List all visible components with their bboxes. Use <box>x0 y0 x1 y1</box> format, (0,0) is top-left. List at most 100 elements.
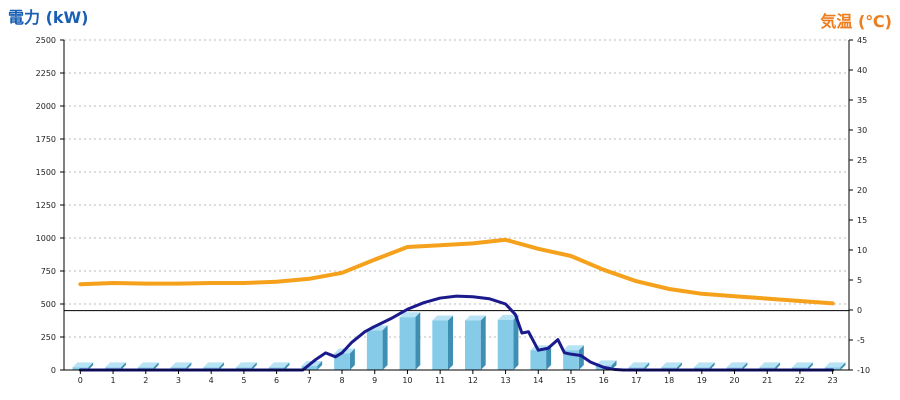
bar-side <box>807 362 813 370</box>
bar-top <box>759 362 781 368</box>
right-tick-label: 25 <box>857 156 867 165</box>
left-tick-label: 1500 <box>36 168 56 177</box>
bar-side <box>447 315 453 370</box>
x-tick-label: 22 <box>795 376 805 385</box>
x-tick-label: 1 <box>111 376 116 385</box>
bar-top <box>726 362 748 368</box>
bar-side <box>317 361 323 370</box>
left-tick-label: 2500 <box>36 36 56 45</box>
left-tick-label: 2000 <box>36 102 56 111</box>
bar-top <box>595 360 617 366</box>
x-tick-label: 7 <box>307 376 312 385</box>
x-tick-label: 2 <box>143 376 148 385</box>
right-tick-label: -10 <box>857 366 870 375</box>
bar-front <box>465 320 481 370</box>
bar-top <box>203 362 225 368</box>
right-tick-label: 0 <box>857 306 862 315</box>
right-tick-label: 30 <box>857 126 867 135</box>
bar-side <box>349 348 355 370</box>
bar-series <box>72 312 846 370</box>
bar-side <box>382 325 388 370</box>
right-tick-label: 5 <box>857 276 862 285</box>
x-tick-label: 19 <box>697 376 707 385</box>
x-tick-label: 15 <box>566 376 576 385</box>
bar-front <box>530 350 547 370</box>
bar-side <box>644 362 650 370</box>
x-tick-label: 11 <box>435 376 445 385</box>
right-axis-ticks: -10 -5 0 5 10 15 20 25 30 35 40 45 <box>849 36 870 375</box>
bar <box>432 315 453 370</box>
bar-front <box>366 330 383 370</box>
right-tick-label: 35 <box>857 96 867 105</box>
left-tick-label: 250 <box>41 333 56 342</box>
x-tick-label: 16 <box>599 376 609 385</box>
left-tick-label: 1000 <box>36 234 56 243</box>
bar <box>465 315 486 370</box>
left-tick-label: 2250 <box>36 69 56 78</box>
bar-top <box>432 315 453 321</box>
x-tick-label: 14 <box>533 376 543 385</box>
bar <box>530 345 552 370</box>
bar-side <box>251 362 257 370</box>
bar-side <box>611 360 617 370</box>
bar-side <box>186 362 192 370</box>
bar-top <box>236 362 257 368</box>
bar-top <box>563 345 584 351</box>
x-tick-label: 4 <box>209 376 214 385</box>
x-tick-label: 20 <box>729 376 739 385</box>
left-tick-label: 750 <box>41 267 56 276</box>
bar-side <box>546 345 552 370</box>
axes <box>63 40 850 371</box>
bar-front <box>497 319 514 370</box>
x-axis-ticks: 0 1 2 3 4 5 6 7 8 9 10 11 12 13 14 15 16 17 18 19 20 21 22 23 <box>78 370 838 385</box>
bar-top <box>399 312 421 318</box>
x-tick-label: 6 <box>274 376 279 385</box>
left-axis-label: 電力 (kW) <box>8 8 89 27</box>
left-tick-label: 500 <box>41 300 56 309</box>
left-tick-label: 1750 <box>36 135 56 144</box>
bar <box>563 345 584 370</box>
line-series <box>64 237 849 372</box>
right-tick-label: 45 <box>857 36 867 45</box>
bar-side <box>153 362 159 370</box>
x-tick-label: 21 <box>762 376 772 385</box>
bar <box>399 312 421 370</box>
bar-top <box>497 314 519 320</box>
x-tick-label: 10 <box>402 376 412 385</box>
bar-side <box>120 362 126 370</box>
bar-side <box>88 362 94 370</box>
bar-top <box>137 362 159 368</box>
x-tick-label: 9 <box>372 376 377 385</box>
bar-side <box>676 362 682 370</box>
bar-top <box>72 362 94 368</box>
bar <box>497 314 519 370</box>
x-tick-label: 13 <box>500 376 510 385</box>
left-axis-ticks: 0 250 500 750 1000 1250 1500 1750 2000 2250 2500 <box>36 36 64 375</box>
x-tick-label: 12 <box>468 376 478 385</box>
temperature-line <box>78 237 835 306</box>
bar-side <box>840 362 846 370</box>
x-tick-label: 18 <box>664 376 674 385</box>
right-tick-label: 20 <box>857 186 867 195</box>
x-tick-label: 17 <box>631 376 641 385</box>
bar-top <box>661 362 682 368</box>
right-axis-label: 気温 (℃) <box>820 12 892 31</box>
right-tick-label: -5 <box>857 336 865 345</box>
grid-lines <box>64 39 849 338</box>
bar-side <box>480 315 486 370</box>
bar-front <box>399 317 416 370</box>
bar-top <box>693 362 715 368</box>
bar-front <box>334 353 350 370</box>
right-tick-label: 15 <box>857 216 867 225</box>
bar-side <box>284 362 290 370</box>
bar-top <box>105 362 126 368</box>
bar <box>366 325 388 370</box>
bar-top <box>628 362 650 368</box>
x-tick-label: 3 <box>176 376 181 385</box>
bar-top <box>465 315 486 321</box>
bar-side <box>742 362 748 370</box>
right-tick-label: 10 <box>857 246 867 255</box>
bar-side <box>219 362 225 370</box>
x-tick-label: 0 <box>78 376 83 385</box>
x-tick-label: 8 <box>339 376 344 385</box>
